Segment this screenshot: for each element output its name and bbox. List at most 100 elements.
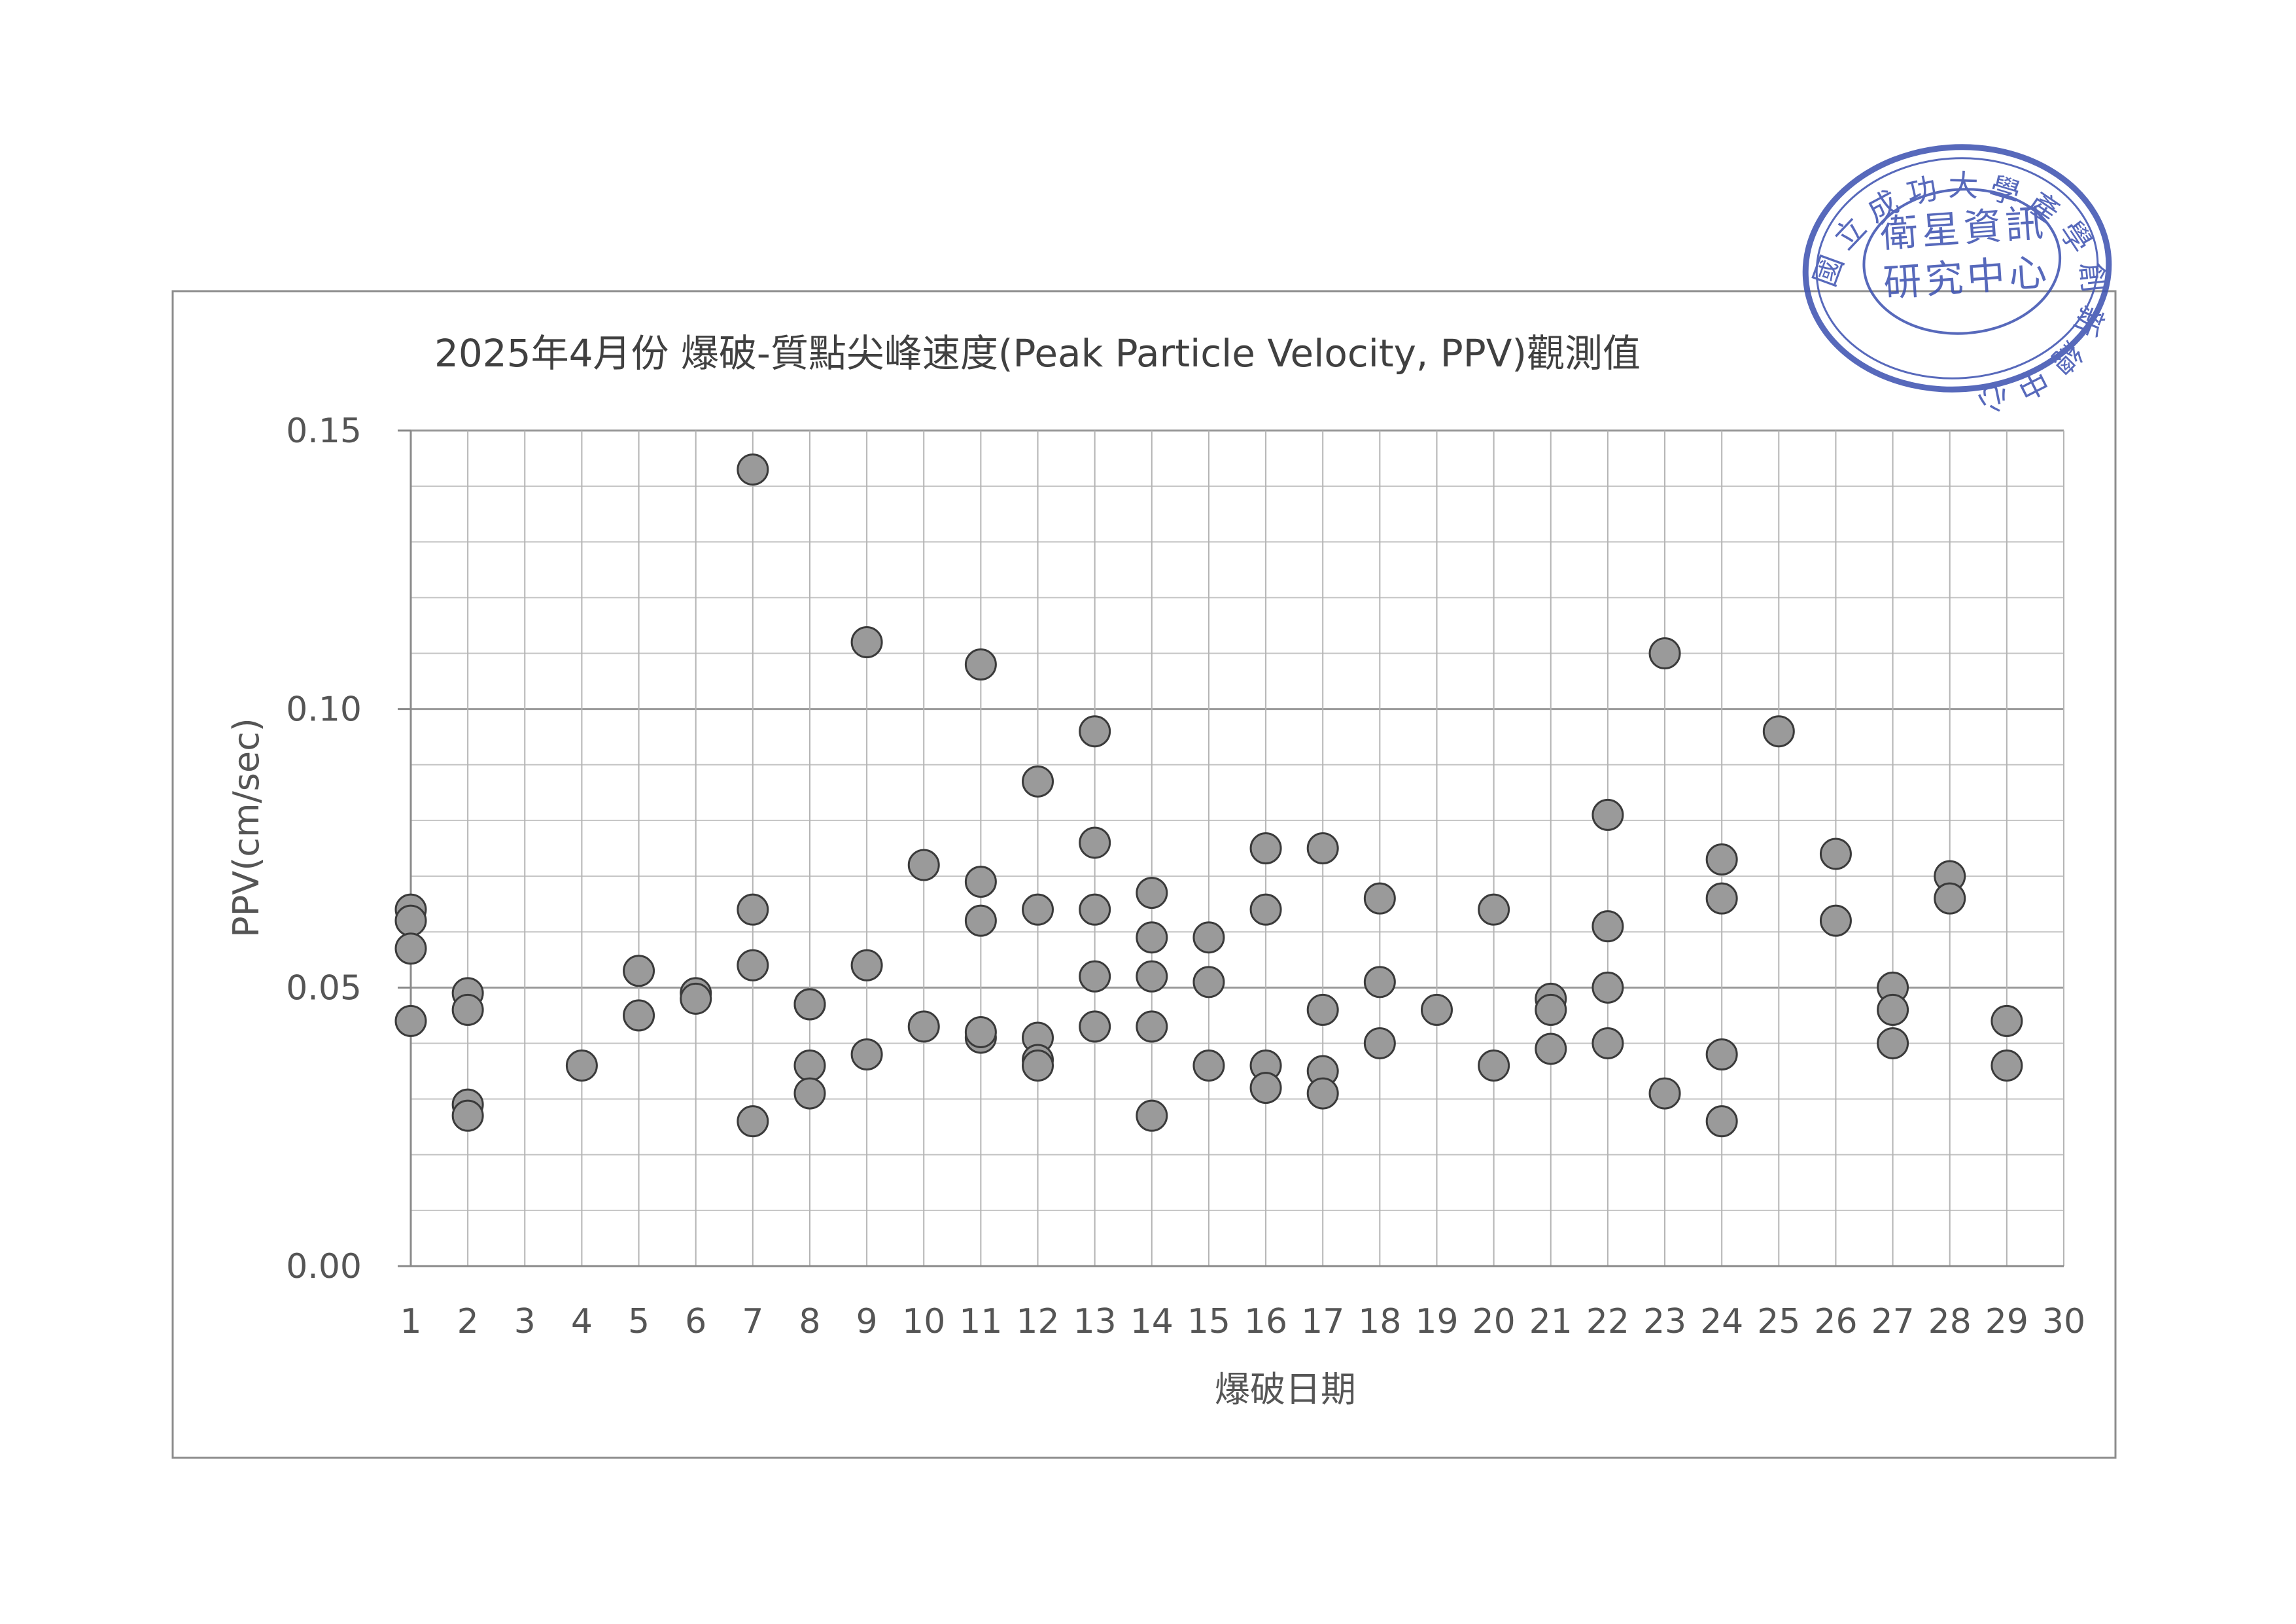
points-layer <box>394 453 2023 1138</box>
data-point <box>1705 882 1738 915</box>
x-tick-label: 10 <box>902 1302 945 1341</box>
axis-layer: 1 2 3 4 5 6 7 8 9 10 11 12 13 14 15 16 17 18 19 20 21 22 23 24 2… <box>286 412 2085 1341</box>
data-point <box>1705 1105 1738 1138</box>
x-tick-label: 5 <box>628 1302 650 1341</box>
data-point <box>451 993 484 1026</box>
data-point <box>623 999 655 1032</box>
data-point <box>394 932 427 965</box>
data-point <box>850 626 883 659</box>
data-point <box>451 1099 484 1132</box>
data-point <box>1192 921 1225 954</box>
y-tick-label: 0.10 <box>286 690 362 730</box>
data-point <box>623 955 655 987</box>
y-tick-label: 0.05 <box>286 968 362 1008</box>
x-tick-label: 15 <box>1187 1302 1230 1341</box>
x-tick-label: 9 <box>856 1302 878 1341</box>
data-point <box>1249 832 1282 864</box>
x-tick-label: 27 <box>1871 1302 1915 1341</box>
data-point <box>1079 893 1111 926</box>
data-point <box>964 904 997 937</box>
x-tick-label: 4 <box>571 1302 593 1341</box>
data-point <box>1991 1050 2023 1082</box>
data-point <box>737 893 769 926</box>
x-tick-label: 22 <box>1586 1302 1629 1341</box>
x-axis-title: 爆破日期 <box>1215 1369 1356 1410</box>
data-point <box>1079 1010 1111 1043</box>
data-point <box>1079 960 1111 993</box>
data-point <box>1705 1038 1738 1070</box>
data-point <box>1648 1077 1681 1110</box>
data-point <box>737 949 769 981</box>
data-point <box>1306 993 1339 1026</box>
stamp-center-ring <box>1862 188 2062 335</box>
x-tick-label: 28 <box>1928 1302 1972 1341</box>
y-tick-label: 0.15 <box>286 412 362 451</box>
x-tick-label: 14 <box>1130 1302 1174 1341</box>
data-point <box>1934 882 1966 915</box>
data-point <box>1249 1072 1282 1104</box>
data-point <box>1877 993 1909 1026</box>
data-point <box>1136 960 1168 993</box>
chart-border <box>171 290 2117 1459</box>
data-point <box>1819 904 1852 937</box>
data-point <box>793 1077 826 1110</box>
data-point <box>1592 971 1624 1004</box>
data-point <box>1592 910 1624 943</box>
data-point <box>1991 1004 2023 1037</box>
data-point <box>793 988 826 1021</box>
data-point <box>907 1010 940 1043</box>
data-point <box>1592 798 1624 831</box>
data-point <box>1535 993 1567 1026</box>
x-tick-label: 1 <box>400 1302 421 1341</box>
data-point <box>1762 715 1795 748</box>
data-point <box>964 1015 997 1048</box>
x-tick-label: 20 <box>1472 1302 1516 1341</box>
data-point <box>1535 1033 1567 1065</box>
data-point <box>793 1050 826 1082</box>
data-point <box>1363 1027 1396 1059</box>
x-tick-label: 16 <box>1244 1302 1287 1341</box>
x-tick-label: 8 <box>799 1302 820 1341</box>
data-point <box>1249 893 1282 926</box>
data-point <box>1136 1010 1168 1043</box>
data-point <box>1022 893 1054 926</box>
data-point <box>1136 877 1168 909</box>
data-point <box>1877 1027 1909 1059</box>
data-point <box>1420 993 1453 1026</box>
data-point <box>1592 1027 1624 1059</box>
data-point <box>394 904 427 937</box>
data-point <box>1478 1050 1510 1082</box>
x-tick-label: 19 <box>1415 1302 1458 1341</box>
y-tick-label: 0.00 <box>286 1247 362 1286</box>
data-point <box>1022 1050 1054 1082</box>
x-tick-label: 17 <box>1301 1302 1344 1341</box>
data-point <box>1079 826 1111 859</box>
x-tick-label: 11 <box>959 1302 1002 1341</box>
data-point <box>850 949 883 981</box>
data-point <box>1136 921 1168 954</box>
data-point <box>737 1105 769 1138</box>
stamp-inner-ring <box>1815 157 2099 380</box>
x-tick-label: 6 <box>685 1302 706 1341</box>
chart-title: 2025年4月份 爆破-質點尖峰速度(Peak Particle Velocit… <box>434 331 1641 376</box>
x-tick-label: 21 <box>1529 1302 1573 1341</box>
x-tick-label: 29 <box>1985 1302 2028 1341</box>
data-point <box>1192 1050 1225 1082</box>
data-point <box>850 1038 883 1070</box>
data-point <box>1136 1099 1168 1132</box>
data-point <box>1306 832 1339 864</box>
data-point <box>565 1050 598 1082</box>
data-point <box>394 1004 427 1037</box>
x-tick-label: 24 <box>1700 1302 1743 1341</box>
x-tick-label: 26 <box>1814 1302 1857 1341</box>
x-tick-label: 25 <box>1757 1302 1800 1341</box>
x-tick-label: 13 <box>1073 1302 1117 1341</box>
x-tick-label: 18 <box>1358 1302 1401 1341</box>
data-point <box>964 866 997 898</box>
data-point <box>964 648 997 681</box>
x-tick-label: 12 <box>1016 1302 1059 1341</box>
data-point <box>1478 893 1510 926</box>
data-point <box>1648 637 1681 670</box>
